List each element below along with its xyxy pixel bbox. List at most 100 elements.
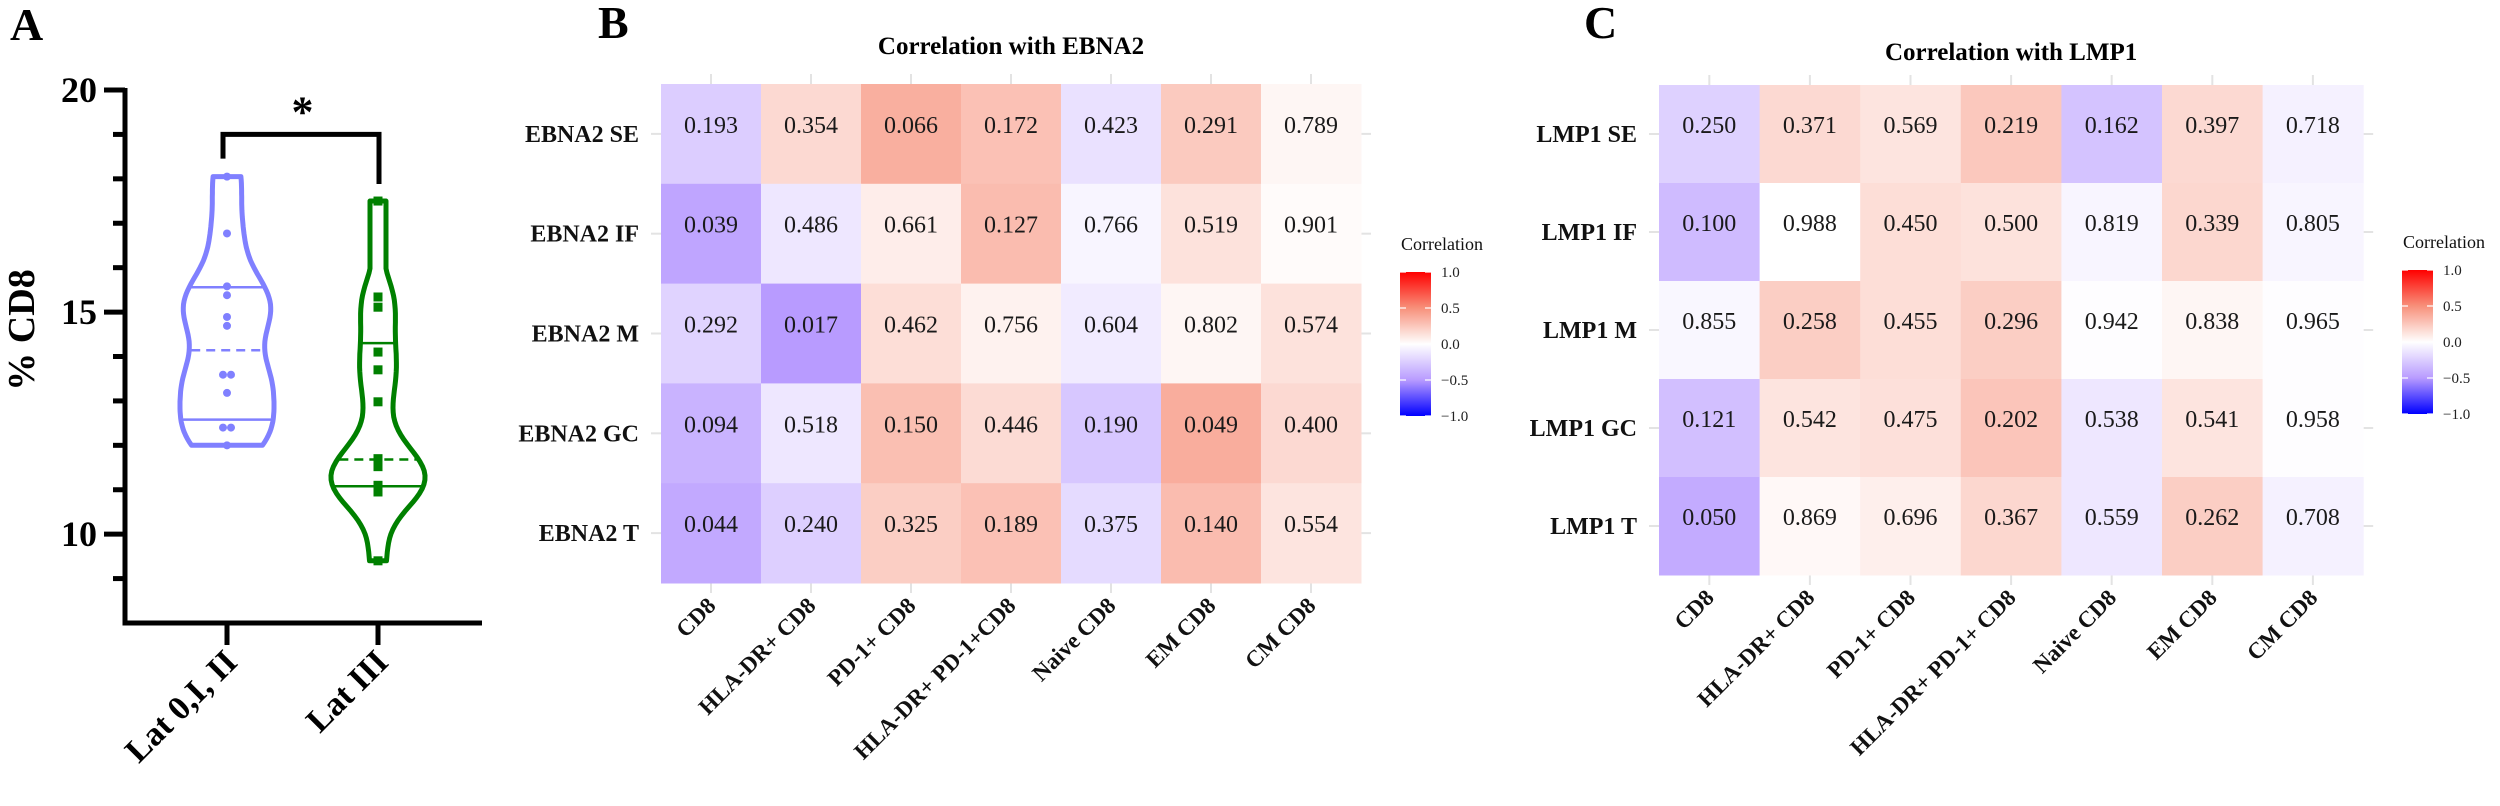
heatmap-cell: 0.789 xyxy=(1261,84,1362,185)
panel-a-violin-plot: A 10 15 20 % CD8 Lat 0,I, II Lat III * xyxy=(1,0,482,770)
heatmap-tile xyxy=(1759,85,1861,184)
panel-c-heatmap-lmp1: C Correlation with LMP1 0.250 0.371 0.569 0.… xyxy=(1530,0,2485,760)
heatmap-value-label: 0.756 xyxy=(984,313,1038,339)
heatmap-cell: 0.805 xyxy=(2262,183,2364,282)
violin-outline xyxy=(177,174,277,448)
heatmap-value-label: 0.604 xyxy=(1084,313,1138,339)
heatmap-cell: 0.219 xyxy=(1960,85,2062,184)
heatmap-cell: 0.958 xyxy=(2262,379,2364,478)
heatmap-cell: 0.039 xyxy=(661,183,762,285)
heatmap-cell: 0.756 xyxy=(961,283,1062,384)
heatmap-value-label: 0.172 xyxy=(984,113,1038,139)
heatmap-value-label: 0.455 xyxy=(1884,309,1938,335)
heatmap-value-label: 0.486 xyxy=(784,213,838,239)
heatmap-value-label: 0.789 xyxy=(1284,113,1338,139)
heatmap-tile xyxy=(1960,379,2062,478)
heatmap-tile xyxy=(961,483,1062,584)
heatmap-cell: 0.486 xyxy=(761,183,862,285)
heatmap-value-label: 0.371 xyxy=(1783,113,1837,139)
heatmap-value-label: 0.519 xyxy=(1184,213,1238,239)
heatmap-cell: 0.291 xyxy=(1161,84,1262,185)
colorbar-tick-label: −1.0 xyxy=(2443,407,2470,423)
heatmap-cell: 0.371 xyxy=(1759,85,1861,184)
heatmap-tile xyxy=(1161,383,1262,484)
heatmap-value-label: 0.518 xyxy=(784,412,838,438)
heatmap-title: Correlation with LMP1 xyxy=(1885,39,2137,66)
heatmap-tile xyxy=(1161,483,1262,584)
heatmap-tile xyxy=(2162,183,2264,282)
violin-1 xyxy=(328,196,428,566)
heatmap-cell: 0.292 xyxy=(661,283,762,384)
heatmap-value-label: 0.039 xyxy=(684,213,738,239)
heatmap-tile xyxy=(1061,183,1162,285)
heatmap-tile xyxy=(861,283,962,384)
heatmap-value-label: 0.140 xyxy=(1184,512,1238,538)
heatmap-col-label: CM CD8 xyxy=(2242,585,2322,665)
heatmap-value-label: 0.988 xyxy=(1783,211,1837,237)
heatmap-cell: 0.766 xyxy=(1061,183,1162,285)
colorbar-tick-label: −0.5 xyxy=(1441,373,1468,389)
heatmap-value-label: 0.574 xyxy=(1284,313,1338,339)
heatmap-value-label: 0.462 xyxy=(884,313,938,339)
colorbar-legend: Correlation 1.0 0.5 0.0 −0.5 −1.0 xyxy=(1400,234,1483,425)
heatmap-value-label: 0.819 xyxy=(2085,211,2139,237)
heatmap-value-label: 0.044 xyxy=(684,512,738,538)
heatmap-tile xyxy=(961,183,1062,285)
heatmap-value-label: 0.250 xyxy=(1682,113,1736,139)
heatmap-value-label: 0.354 xyxy=(784,113,838,139)
heatmap-tile xyxy=(2162,85,2264,184)
colorbar-tick-label: 1.0 xyxy=(2443,263,2462,279)
heatmap-cell: 0.172 xyxy=(961,84,1062,185)
heatmap-value-label: 0.901 xyxy=(1284,213,1338,239)
heatmap-cell: 0.696 xyxy=(1860,477,1962,576)
heatmap-cell: 0.559 xyxy=(2061,477,2163,576)
heatmap-value-label: 0.296 xyxy=(1984,309,2038,335)
heatmap-cell: 0.541 xyxy=(2162,379,2264,478)
heatmap-value-label: 0.559 xyxy=(2085,505,2139,531)
heatmap-tile xyxy=(1061,483,1162,584)
heatmap-value-label: 0.121 xyxy=(1682,407,1736,433)
heatmap-col-label: Naive CD8 xyxy=(1027,593,1120,686)
heatmap-cell: 0.066 xyxy=(861,84,962,185)
heatmap-tile xyxy=(2061,379,2163,478)
heatmap-row-label: LMP1 GC xyxy=(1530,416,1637,442)
data-point xyxy=(223,229,231,238)
heatmap-tile xyxy=(761,183,862,285)
heatmap-tile xyxy=(2162,281,2264,380)
heatmap-cell: 0.819 xyxy=(2061,183,2163,282)
heatmap-tile xyxy=(1659,379,1761,478)
heatmap-row-label: LMP1 T xyxy=(1550,514,1637,540)
heatmap-cell: 0.325 xyxy=(861,483,962,584)
heatmap-value-label: 0.538 xyxy=(2085,407,2139,433)
heatmap-cell: 0.519 xyxy=(1161,183,1262,285)
heatmap-tile xyxy=(1659,477,1761,576)
heatmap-value-label: 0.325 xyxy=(884,512,938,538)
heatmap-row-label: LMP1 M xyxy=(1543,318,1637,344)
heatmap-tile xyxy=(1061,383,1162,484)
heatmap-tile xyxy=(961,84,1062,185)
heatmap-value-label: 0.708 xyxy=(2286,505,2340,531)
heatmap-cell: 0.262 xyxy=(2162,477,2264,576)
data-point xyxy=(373,196,383,206)
heatmap-value-label: 0.661 xyxy=(884,213,938,239)
heatmap-row-label: EBNA2 GC xyxy=(518,421,639,447)
heatmap-tile xyxy=(1161,84,1262,185)
heatmap-cell: 0.250 xyxy=(1659,85,1761,184)
heatmap-cell: 0.050 xyxy=(1659,477,1761,576)
heatmap-cell: 0.718 xyxy=(2262,85,2364,184)
heatmap-row-label: EBNA2 M xyxy=(532,322,639,348)
heatmap-tile xyxy=(1161,183,1262,285)
heatmap-cell: 0.446 xyxy=(961,383,1062,484)
heatmap-value-label: 0.375 xyxy=(1084,512,1138,538)
heatmap-tile xyxy=(2061,477,2163,576)
heatmap-value-label: 0.718 xyxy=(2286,113,2340,139)
heatmap-value-label: 0.202 xyxy=(1984,407,2038,433)
data-point xyxy=(223,441,231,450)
heatmap-value-label: 0.240 xyxy=(784,512,838,538)
heatmap-tile xyxy=(1659,183,1761,282)
heatmap-tile xyxy=(661,383,762,484)
data-point xyxy=(373,302,383,312)
heatmap-cell: 0.538 xyxy=(2061,379,2163,478)
data-point xyxy=(219,370,227,379)
